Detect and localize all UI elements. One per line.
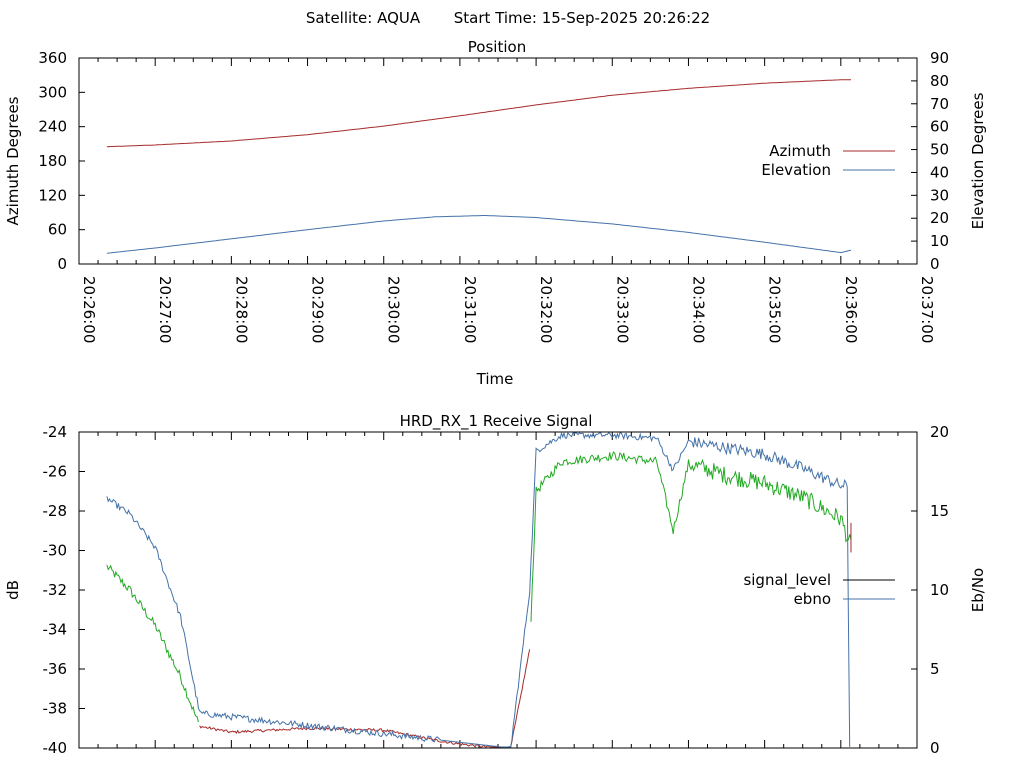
time-tick-label: 20:29:00: [309, 276, 327, 343]
time-tick-label: 20:34:00: [689, 276, 707, 343]
time-tick-label: 20:31:00: [461, 276, 479, 343]
position-y-axis-label: Azimuth Degrees: [4, 96, 22, 225]
receive-signal-chart: HRD_RX_1 Receive Signal -40 -38 -36 -34 -32 -…: [4, 412, 987, 757]
elevation-axis-tick-label: 90: [930, 49, 949, 67]
elevation-axis-tick-label: 20: [930, 209, 949, 227]
signal-plot-frame: [78, 431, 918, 749]
db-axis-tick-label: -32: [43, 581, 68, 599]
db-axis-tick-label: -24: [43, 423, 68, 441]
ebno-line: [106, 431, 851, 748]
db-axis-tick-label: -30: [43, 542, 68, 560]
time-tick-label: 20:35:00: [766, 276, 784, 343]
azimuth-line: [106, 79, 851, 148]
elevation-axis-tick-label: 0: [930, 255, 940, 273]
position-y2-axis-label: Elevation Degrees: [969, 92, 987, 229]
azimuth-axis-tick-label: 60: [48, 221, 67, 239]
signal-chart-title: HRD_RX_1 Receive Signal: [400, 412, 593, 431]
time-tick-label: 20:30:00: [385, 276, 403, 343]
db-axis-tick-label: -26: [43, 463, 68, 481]
legend-elevation-label: Elevation: [761, 161, 831, 179]
db-axis-tick-label: -28: [43, 502, 68, 520]
legend-signal_level-label: signal_level: [743, 571, 831, 590]
start-time-label: Start Time: 15-Sep-2025 20:26:22: [454, 9, 710, 27]
elevation-axis-tick-label: 70: [930, 95, 949, 113]
time-tick-label: 20:28:00: [232, 276, 250, 343]
ebno-axis-tick-label: 20: [930, 423, 949, 441]
signal-level-line-weak: [199, 649, 531, 748]
time-tick-label: 20:26:00: [80, 276, 98, 343]
signal-y2-axis-label: Eb/No: [969, 568, 987, 612]
azimuth-axis-tick-label: 360: [38, 49, 67, 67]
azimuth-axis-tick-label: 180: [38, 152, 67, 170]
ebno-axis-tick-label: 15: [930, 502, 949, 520]
azimuth-axis-tick-label: 120: [38, 186, 67, 204]
time-tick-label: 20:36:00: [842, 276, 860, 343]
position-x-axis-label: Time: [476, 370, 514, 388]
position-chart: Position 0 60 120 180 240 300 360 0 10 20 30 40 50 60…: [4, 38, 987, 388]
db-axis-tick-label: -38: [43, 700, 68, 718]
time-tick-label: 20:37:00: [918, 276, 936, 343]
ebno-axis-tick-label: 0: [930, 739, 940, 757]
signal-level-line-aos: [106, 564, 199, 723]
elevation-axis-tick-label: 40: [930, 163, 949, 181]
elevation-axis-tick-label: 80: [930, 72, 949, 90]
signal-y-axis-label: dB: [4, 580, 22, 600]
ebno-axis-tick-label: 10: [930, 581, 949, 599]
db-axis-tick-label: -34: [43, 621, 68, 639]
elevation-axis-tick-label: 60: [930, 118, 949, 136]
azimuth-axis-tick-label: 240: [38, 118, 67, 136]
time-tick-label: 20:32:00: [537, 276, 555, 343]
elevation-line: [106, 215, 852, 254]
azimuth-axis-tick-label: 0: [57, 255, 67, 273]
time-tick-label: 20:27:00: [156, 276, 174, 343]
legend-azimuth-label: Azimuth: [769, 142, 831, 160]
time-tick-label: 20:33:00: [613, 276, 631, 343]
position-chart-title: Position: [468, 38, 526, 56]
db-axis-tick-label: -40: [43, 739, 68, 757]
azimuth-axis-tick-label: 300: [38, 83, 67, 101]
db-axis-tick-label: -36: [43, 660, 68, 678]
elevation-axis-tick-label: 50: [930, 141, 949, 159]
satellite-label: Satellite: AQUA: [306, 9, 421, 27]
elevation-axis-tick-label: 30: [930, 186, 949, 204]
legend-ebno-label: ebno: [794, 590, 831, 608]
elevation-axis-tick-label: 10: [930, 232, 949, 250]
signal-level-line-los: [530, 451, 852, 622]
ebno-axis-tick-label: 5: [930, 660, 940, 678]
